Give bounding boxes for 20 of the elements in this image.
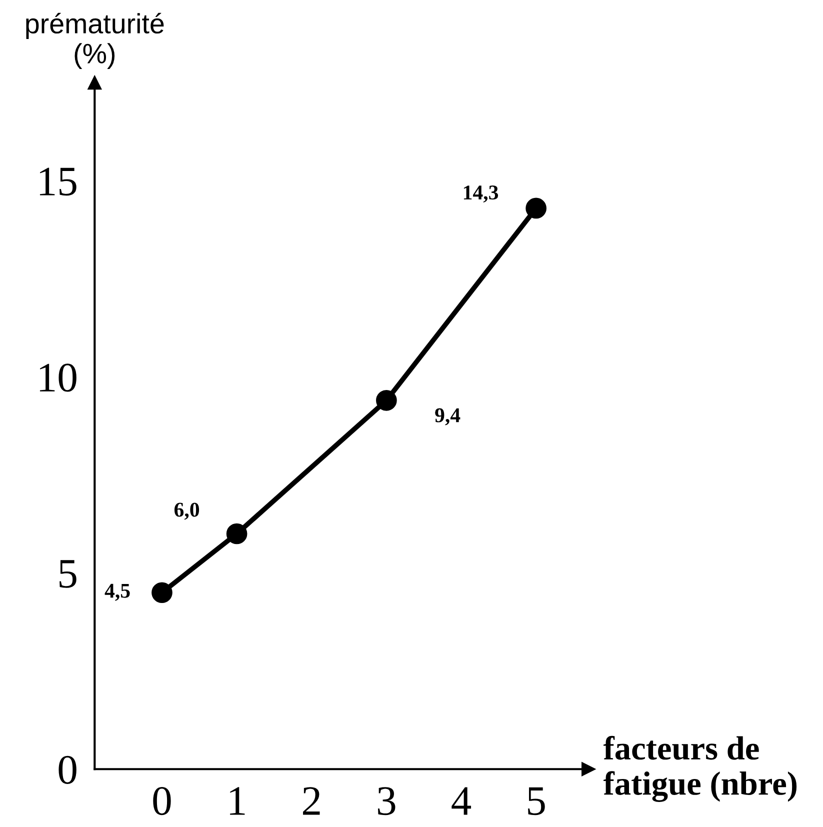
data-label: 9,4 bbox=[435, 408, 460, 426]
y-tick-label: 10 bbox=[40, 364, 76, 392]
y-tick-label: 5 bbox=[60, 560, 76, 588]
data-label: 14,3 bbox=[464, 186, 498, 203]
point bbox=[226, 523, 248, 544]
x-tick-label: 1 bbox=[230, 787, 245, 815]
point bbox=[152, 582, 172, 604]
point bbox=[376, 390, 397, 411]
data-label: 6,0 bbox=[174, 502, 200, 520]
x-tick-label: 0 bbox=[153, 786, 171, 816]
x-axis-title: facteurs de fatigue (nbre) bbox=[604, 736, 797, 802]
y-tick-label: 0 bbox=[58, 756, 76, 784]
data-label: 4,5 bbox=[104, 584, 130, 601]
y-axis-title: prématurité (%) bbox=[26, 12, 164, 69]
x-tick-label: 5 bbox=[528, 787, 545, 816]
x-tick-label: 2 bbox=[303, 787, 320, 815]
point bbox=[526, 198, 546, 219]
x-tick-label: 4 bbox=[452, 787, 472, 815]
y-tick-label: 15 bbox=[40, 168, 76, 196]
x-tick-label: 3 bbox=[378, 787, 396, 816]
